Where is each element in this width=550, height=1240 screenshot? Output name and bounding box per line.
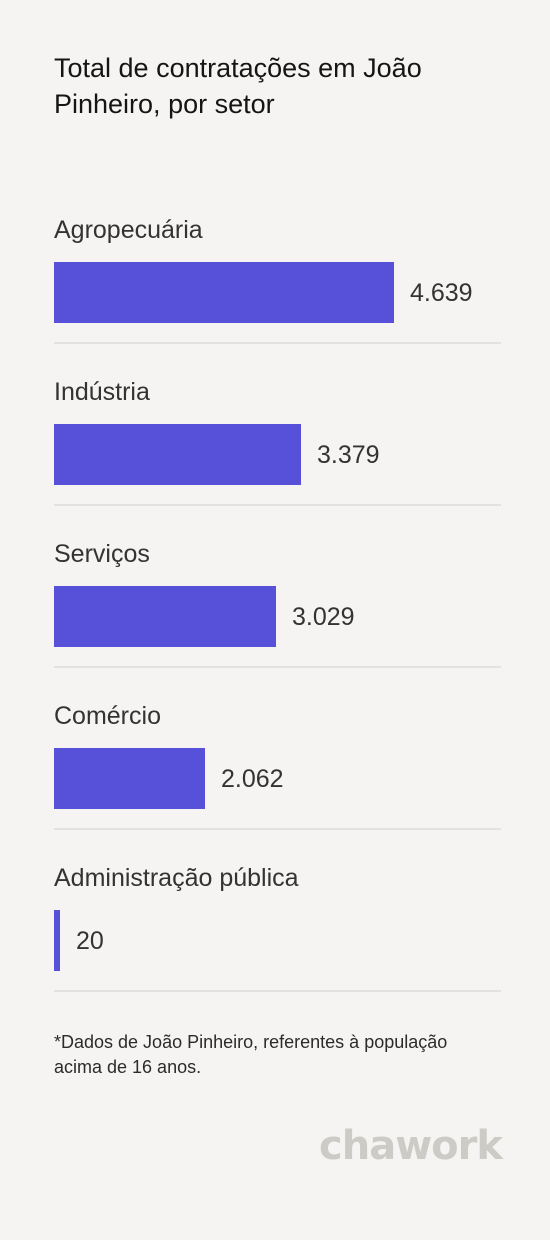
bar-row: Serviços 3.029 (54, 534, 501, 696)
row-divider (54, 828, 501, 830)
chart-title: Total de contratações em João Pinheiro, … (54, 53, 422, 119)
row-divider (54, 342, 501, 344)
bar-track: 4.639 (54, 262, 501, 323)
row-divider (54, 504, 501, 506)
category-label: Indústria (54, 378, 150, 406)
bar-value-label: 3.379 (317, 441, 380, 469)
category-label: Comércio (54, 702, 161, 730)
bar-track: 2.062 (54, 748, 501, 809)
bar (54, 748, 205, 809)
bar (54, 424, 301, 485)
row-divider (54, 990, 501, 992)
bar (54, 586, 276, 647)
bar-value-label: 2.062 (221, 765, 284, 793)
bar-row: Administração pública 20 (54, 858, 501, 1020)
brand-logo: chawork (319, 1123, 503, 1169)
category-label: Serviços (54, 540, 150, 568)
footnote: *Dados de João Pinheiro, referentes à po… (54, 1032, 448, 1077)
bar-row: Agropecuária 4.639 (54, 210, 501, 372)
bar-value-label: 3.029 (292, 603, 355, 631)
bar-list: Agropecuária 4.639 Indústria 3.379 Serviços 3… (54, 210, 501, 1020)
bar-track: 3.379 (54, 424, 501, 485)
category-label: Agropecuária (54, 216, 203, 244)
bar (54, 262, 394, 323)
row-divider (54, 666, 501, 668)
category-label: Administração pública (54, 864, 299, 892)
bar-track: 20 (54, 910, 501, 971)
bar-row: Indústria 3.379 (54, 372, 501, 534)
bar-value-label: 20 (76, 927, 104, 955)
bar-value-label: 4.639 (410, 279, 473, 307)
bar (54, 910, 60, 971)
bar-track: 3.029 (54, 586, 501, 647)
bar-row: Comércio 2.062 (54, 696, 501, 858)
